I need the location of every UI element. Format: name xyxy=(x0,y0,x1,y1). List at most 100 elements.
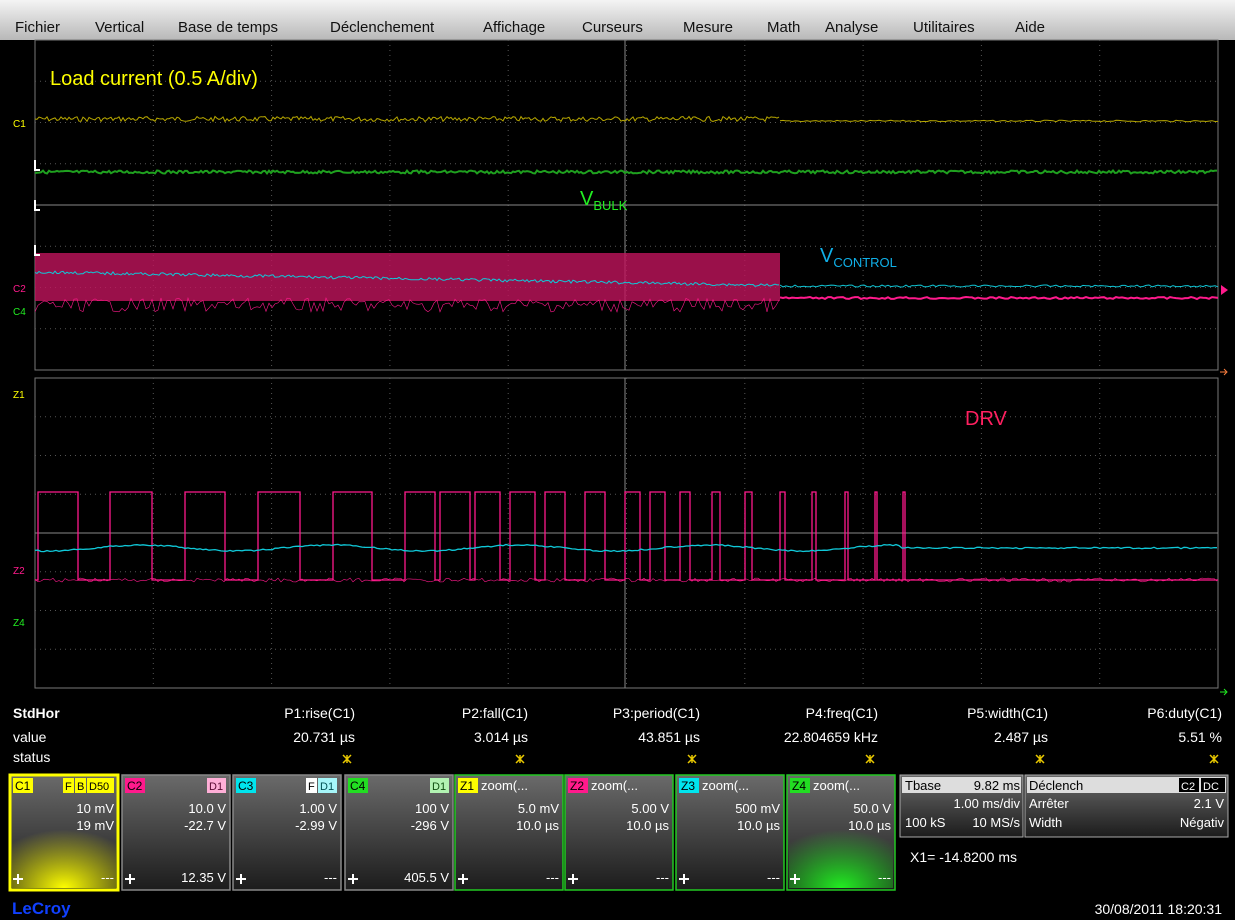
channel-flag-bg xyxy=(75,778,86,793)
trace-c1 xyxy=(34,115,1219,123)
channel-value: 10.0 µs xyxy=(626,818,669,833)
channel-value: 5.00 V xyxy=(631,801,669,816)
trigger-marker xyxy=(1221,285,1228,295)
measure-name: P3:period(C1) xyxy=(613,705,700,721)
trace-control-zoom xyxy=(34,543,1218,553)
channel-box[interactable] xyxy=(344,774,454,891)
level-markers xyxy=(34,160,40,256)
channel-value: 500 mV xyxy=(735,801,780,816)
channel-value: 1.00 V xyxy=(299,801,337,816)
channel-value: 10.0 µs xyxy=(737,818,780,833)
channel-flag-tint xyxy=(318,778,337,793)
timebase-delay: 9.82 ms xyxy=(974,778,1021,793)
measure-name: P6:duty(C1) xyxy=(1147,705,1222,721)
trace-drv-noise xyxy=(34,577,1218,583)
channel-tag-bg xyxy=(790,778,810,793)
channel-tag-bg xyxy=(13,778,33,793)
channel-flag-bg xyxy=(318,778,337,793)
measure-value: 2.487 µs xyxy=(994,729,1048,745)
measure-name: P5:width(C1) xyxy=(967,705,1048,721)
trigger-coupling: DC xyxy=(1203,781,1219,793)
channel-bottom: --- xyxy=(656,870,669,885)
measure-row-label: status xyxy=(13,749,50,765)
arrow xyxy=(1220,368,1228,376)
channel-value: 10 mV xyxy=(76,801,114,816)
channel-tag-bg xyxy=(679,778,699,793)
menu-item[interactable]: Affichage xyxy=(483,19,545,36)
measure-value: 22.804659 kHz xyxy=(784,729,878,745)
channel-value: 100 V xyxy=(415,801,449,816)
channel-tag-bg xyxy=(568,778,588,793)
menu-item[interactable]: Déclenchement xyxy=(330,19,435,36)
glow xyxy=(789,815,893,888)
channel-icon xyxy=(348,874,358,884)
channel-value: -2.99 V xyxy=(295,818,337,833)
channel-box[interactable] xyxy=(564,774,674,891)
channel-value: 50.0 V xyxy=(853,801,891,816)
trace-drv xyxy=(35,491,1218,581)
trigger-slope: Négativ xyxy=(1180,815,1225,830)
channel-flag-bg xyxy=(63,778,74,793)
trace-c2-band xyxy=(35,253,780,301)
trigger-type: Width xyxy=(1029,815,1062,830)
timebase-samples: 100 kS xyxy=(905,815,946,830)
menu-item[interactable]: Mesure xyxy=(683,19,733,36)
channel-tag: Z1 xyxy=(460,779,474,793)
menu-item[interactable]: Analyse xyxy=(825,19,878,36)
channel-tag: C3 xyxy=(238,779,254,793)
trace-c4 xyxy=(34,168,1217,176)
channel-flag: D1 xyxy=(209,781,223,793)
channel-tag: C1 xyxy=(15,779,31,793)
menu-item[interactable]: Vertical xyxy=(95,19,144,36)
trigger-source: C2 xyxy=(1181,781,1195,793)
menu-bar xyxy=(0,0,1235,40)
menu-item[interactable]: Base de temps xyxy=(178,19,278,36)
channel-icon xyxy=(236,874,246,884)
channel-label: zoom(... xyxy=(481,778,528,793)
datetime: 30/08/2011 18:20:31 xyxy=(1095,901,1223,917)
trigger-mode: Arrêter xyxy=(1029,796,1069,811)
channel-tag: C2 xyxy=(127,779,143,793)
menu-item[interactable]: Aide xyxy=(1015,19,1045,36)
timebase-head xyxy=(902,777,1021,793)
channel-bottom: --- xyxy=(878,870,891,885)
measure-value: 43.851 µs xyxy=(638,729,700,745)
trigger-source-bg xyxy=(1179,778,1199,792)
trace-marker: C1 xyxy=(13,119,26,130)
arrow xyxy=(1220,688,1228,696)
channel-flag: D50 xyxy=(89,781,109,793)
measure-value: 3.014 µs xyxy=(474,729,528,745)
channel-box[interactable] xyxy=(675,774,785,891)
channel-bottom: 405.5 V xyxy=(404,870,449,885)
channel-box[interactable] xyxy=(121,774,231,891)
trace-marker: C2 xyxy=(13,284,26,295)
trace-c2 xyxy=(34,296,780,313)
annotation: VCONTROL xyxy=(820,245,897,270)
trace-marker: C4 xyxy=(13,307,26,318)
channel-box[interactable] xyxy=(454,774,564,891)
channel-flag: F xyxy=(65,781,72,793)
channel-value: 10.0 V xyxy=(188,801,226,816)
channel-icon xyxy=(13,874,23,884)
menu-item[interactable]: Fichier xyxy=(15,19,60,36)
channel-box[interactable] xyxy=(232,774,342,891)
channel-value: 10.0 µs xyxy=(848,818,891,833)
menu-item[interactable]: Utilitaires xyxy=(913,19,975,36)
trigger-title: Déclench xyxy=(1029,778,1083,793)
trigger-level: 2.1 V xyxy=(1194,796,1225,811)
timebase-scale: 1.00 ms/div xyxy=(954,796,1021,811)
status-icon xyxy=(342,754,352,764)
channel-tag: Z2 xyxy=(570,779,584,793)
trigger-coupling-bg xyxy=(1201,778,1225,792)
menu-item[interactable]: Math xyxy=(767,19,800,36)
trace-marker: Z4 xyxy=(13,618,25,629)
status-icon xyxy=(687,754,697,764)
timebase-rate: 10 MS/s xyxy=(972,815,1020,830)
brand-logo: LeCroy xyxy=(12,899,71,918)
menu-item[interactable]: Curseurs xyxy=(582,19,643,36)
channel-value: -296 V xyxy=(411,818,450,833)
channel-label: zoom(... xyxy=(813,778,860,793)
channel-label: zoom(... xyxy=(702,778,749,793)
trace-c2-tail xyxy=(779,295,1219,301)
measure-value: 20.731 µs xyxy=(293,729,355,745)
